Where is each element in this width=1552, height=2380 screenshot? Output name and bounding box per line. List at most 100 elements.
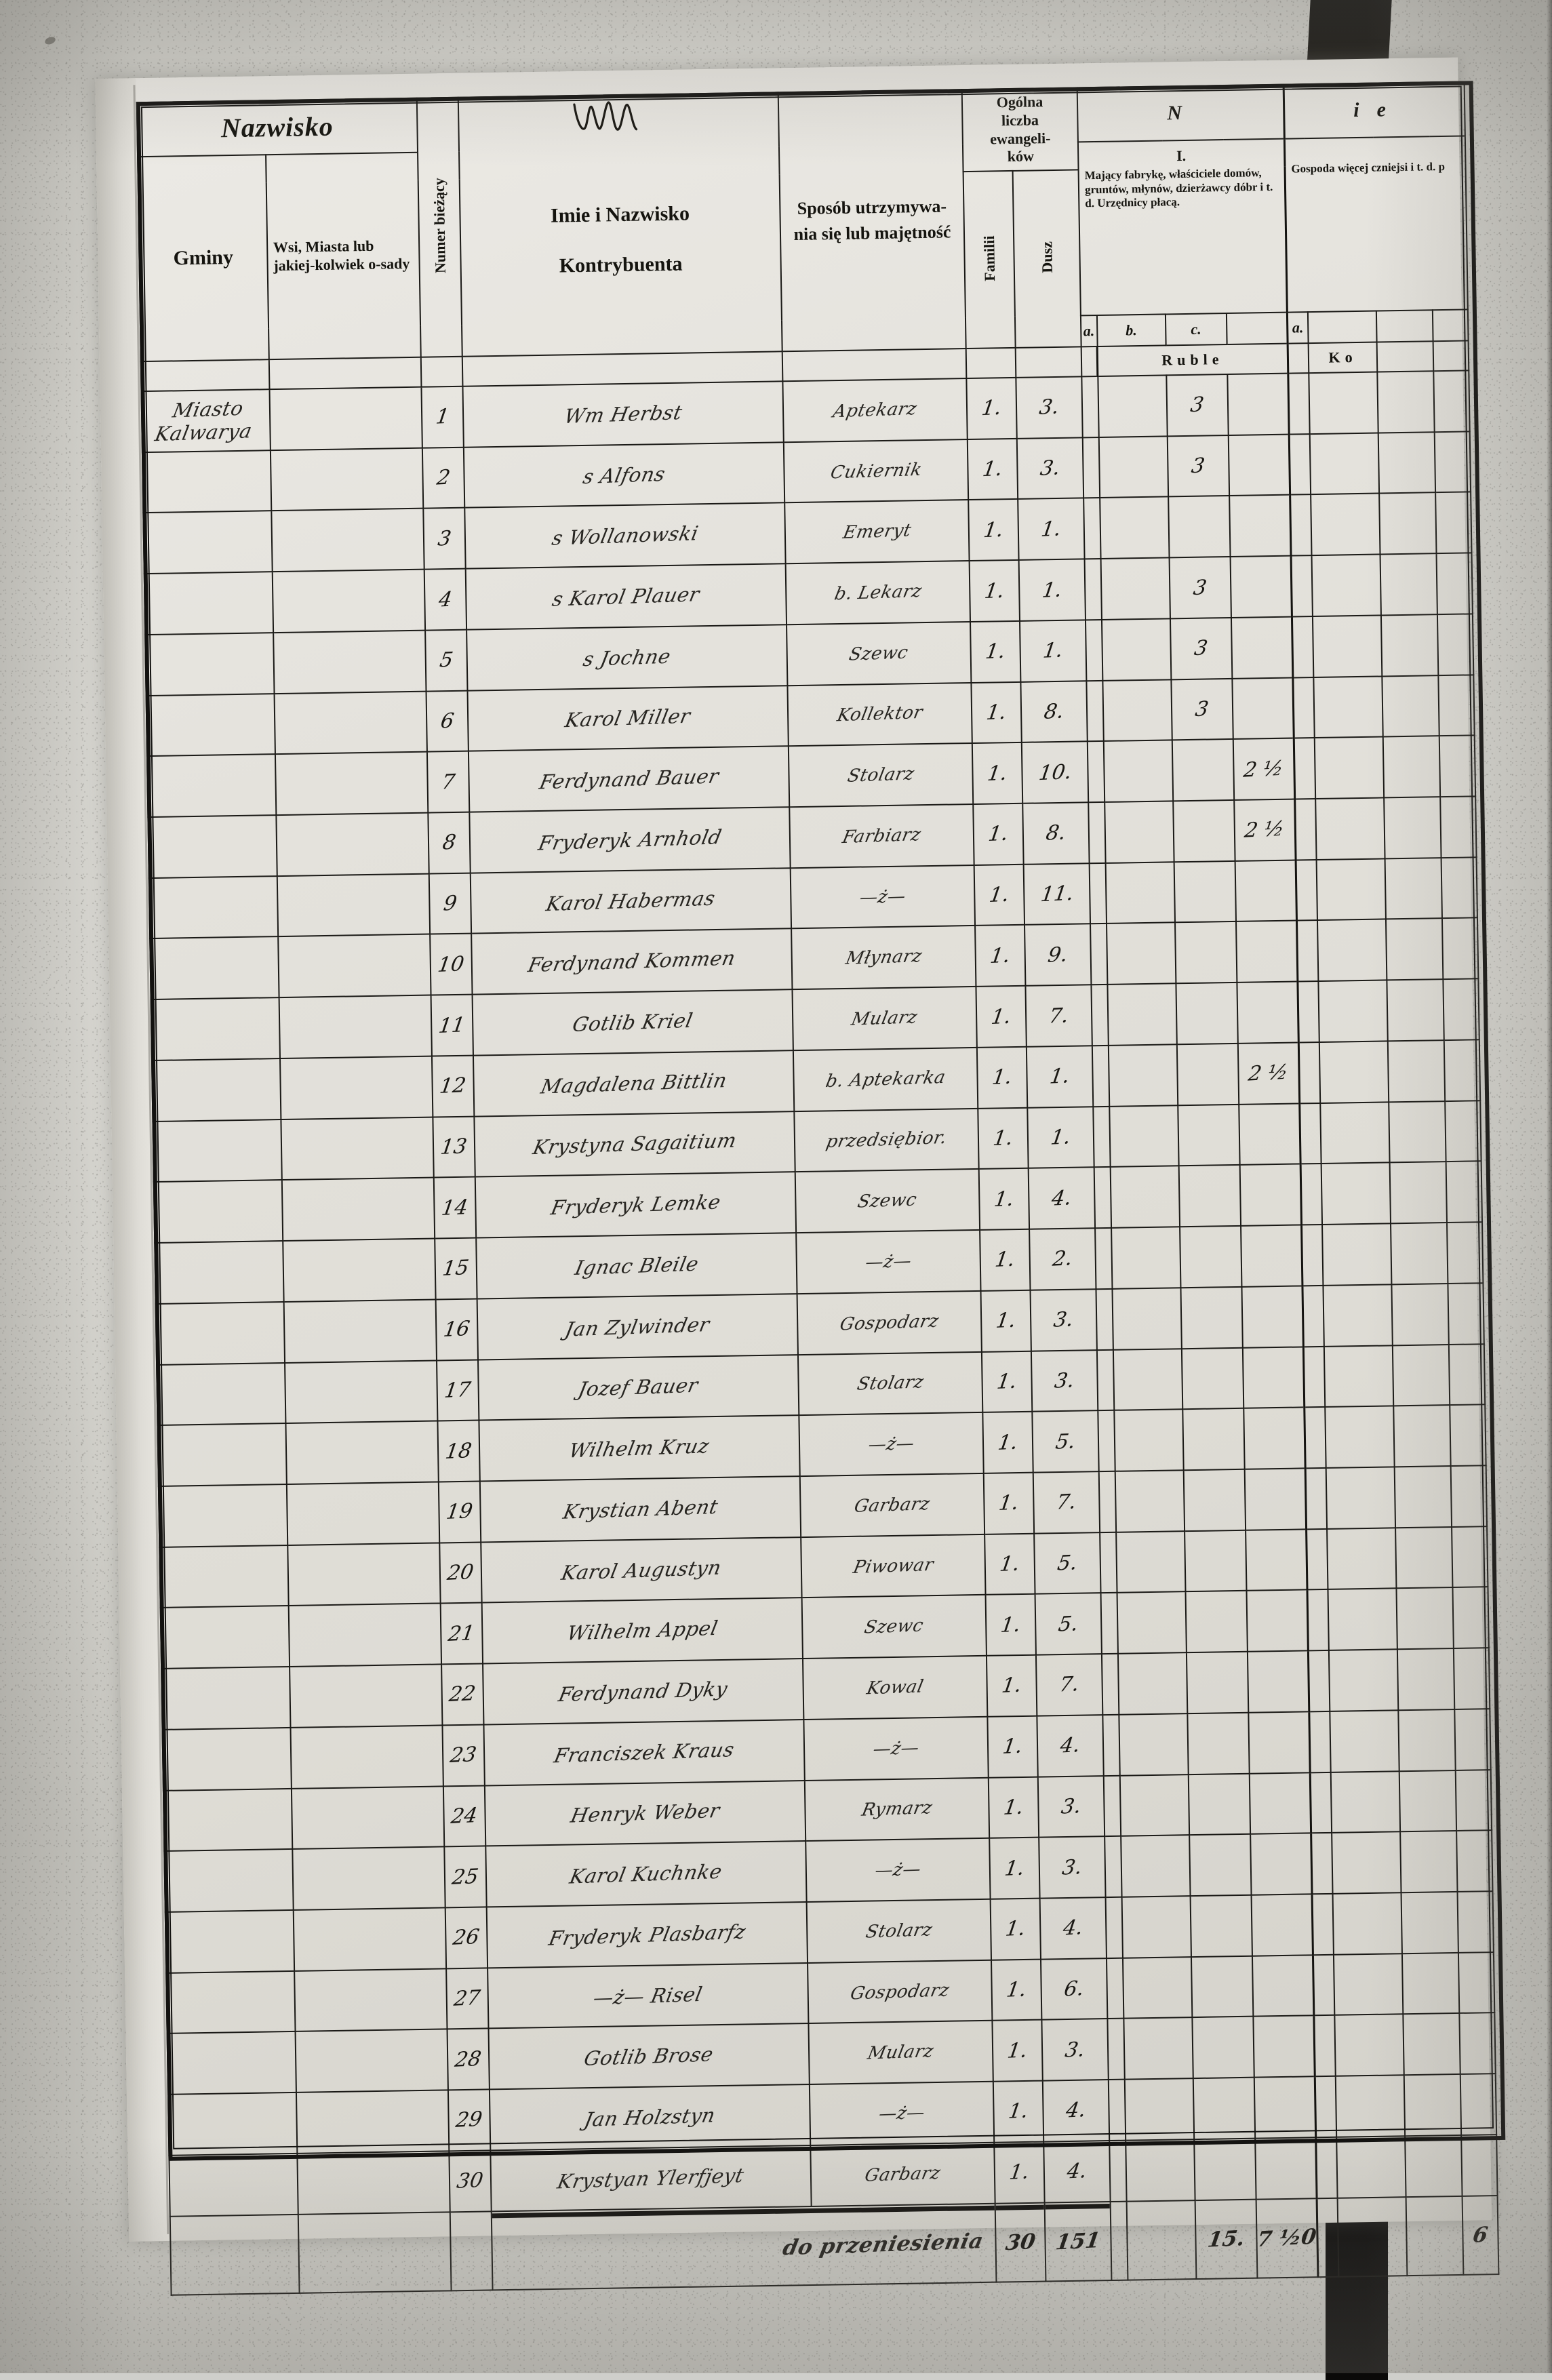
cell-gminy (157, 1362, 286, 1426)
cell-spacer-3 (1384, 797, 1441, 859)
cell-kontrybuent-text: Karol Augustyn (559, 1555, 723, 1585)
letter-i: i (1353, 98, 1377, 122)
cell-gminy (151, 997, 280, 1060)
cell-kontrybuent-text: Karol Miller (563, 705, 693, 732)
cell-gminy (150, 936, 279, 1000)
cell-familii: 1. (990, 1898, 1041, 1960)
cell-dusz: 1. (1018, 559, 1086, 621)
cell-dusz: 4. (1043, 2080, 1110, 2142)
cell-gminy (160, 1606, 290, 1669)
cell-II-a (1313, 676, 1384, 738)
cell-spacer-3 (1399, 1770, 1457, 1832)
cell-I-b (1178, 1165, 1241, 1227)
cell-I-b (1176, 1043, 1239, 1105)
cell-kontrybuent-text: Ferdynand Dyky (557, 1677, 730, 1707)
cell-familii: 1. (980, 1229, 1031, 1291)
cell-spacer-4 (1461, 2134, 1498, 2196)
cell-I-a (1113, 1348, 1183, 1411)
cell-gminy (148, 815, 277, 878)
cell-spacer-3 (1391, 1283, 1449, 1345)
cell-kontrybuent-text: Magdalena Bittlin (538, 1068, 729, 1098)
cell-numer: 4 (424, 568, 467, 631)
cell-familii-text: 1. (989, 943, 1012, 968)
cell-numer-text: 5 (438, 648, 455, 673)
cell-osady (289, 1664, 443, 1728)
header-spacer-u1 (140, 359, 270, 392)
cell-familii-text: 1. (1008, 2160, 1031, 2185)
cell-numer-text: 19 (445, 1499, 475, 1525)
cell-sposob: Piwowar (801, 1534, 986, 1598)
cell-familii-text: 1. (993, 1187, 1016, 1212)
cell-spacer-3 (1401, 1891, 1458, 1953)
cell-sposob-text: Kollektor (835, 702, 925, 726)
cell-spacer-2 (1292, 677, 1315, 738)
cell-dusz: 9. (1024, 924, 1092, 986)
handwritten-scribble-icon (573, 101, 638, 131)
cell-I-a (1107, 983, 1177, 1046)
totals-rule-dusz (1045, 2203, 1110, 2210)
cell-I-b (1174, 921, 1237, 984)
cell-spacer-4 (1457, 1891, 1494, 1953)
cell-I-c (1249, 1772, 1311, 1834)
cell-I-b (1193, 2077, 1255, 2139)
cell-I-b (1194, 2138, 1256, 2200)
cell-kontrybuent: —ż— Risel (488, 1962, 809, 2029)
cell-I-c (1254, 2076, 1316, 2139)
cell-gminy: Miasto Kalwarya (141, 389, 271, 452)
cell-spacer-1 (1096, 1349, 1114, 1411)
register-rows-body: Miasto Kalwarya 1 Wm Herbst Aptekarz 1. 3. 3 2 s… (141, 370, 1498, 2217)
cell-familii: 1. (971, 681, 1022, 744)
cell-spacer-1 (1098, 1410, 1115, 1472)
cell-spacer-2 (1292, 616, 1314, 678)
totals-spacer-1 (1110, 2201, 1128, 2281)
cell-familii: 1. (994, 2141, 1045, 2204)
cell-sposob: Stolarz (806, 1899, 992, 1963)
cell-osady (286, 1482, 440, 1545)
cell-familii-text: 1. (983, 578, 1006, 603)
cell-sposob-text: Szewc (848, 642, 911, 665)
cell-kontrybuent-text: Krystian Abent (561, 1494, 720, 1524)
cell-sposob: b. Lekarz (785, 561, 971, 625)
cell-I-b (1186, 1651, 1248, 1713)
cell-kontrybuent-text: Ferdynand Bauer (537, 764, 721, 794)
cell-familii-text: 1. (1006, 2038, 1029, 2063)
cell-II-a (1326, 1467, 1396, 1529)
cell-familii: 1. (991, 1959, 1042, 2021)
cell-osady (275, 751, 429, 816)
cell-familii: 1. (974, 864, 1025, 926)
cell-spacer-3 (1397, 1648, 1455, 1711)
cell-familii-text: 1. (986, 761, 1010, 786)
cell-numer-text: 21 (447, 1621, 477, 1646)
cell-familii-text: 1. (998, 1551, 1022, 1577)
cell-dusz-text: 4. (1058, 1733, 1082, 1758)
cell-I-b-text: 3 (1193, 697, 1210, 722)
header-group-nazwisko: Nazwisko (136, 98, 418, 157)
cell-familii: 1. (987, 1654, 1037, 1717)
cell-spacer-1 (1100, 1532, 1117, 1593)
cell-osady (274, 691, 427, 755)
cell-I-b: 3 (1171, 678, 1233, 740)
cell-II-a (1324, 1345, 1394, 1408)
cell-numer: 1 (421, 386, 464, 448)
cell-I-b: 3 (1170, 617, 1232, 679)
cell-spacer-4 (1454, 1708, 1491, 1770)
cell-familii-text: 1. (991, 1126, 1015, 1151)
cell-sposob: Aptekarz (782, 378, 968, 443)
cell-kontrybuent: Wilhelm Appel (481, 1598, 803, 1664)
cell-familii: 1. (983, 1472, 1035, 1534)
cell-I-c-text: 2 ½ (1247, 1060, 1290, 1086)
cell-familii: 1. (982, 1411, 1033, 1473)
cell-familii-text: 1. (993, 1247, 1017, 1273)
cell-I-c-text: 2 ½ (1243, 817, 1286, 844)
cell-I-a (1098, 436, 1169, 498)
cell-sposob-text: Garbarz (863, 2162, 942, 2186)
cell-gminy (169, 2153, 298, 2217)
cell-familii: 1. (992, 2020, 1043, 2082)
cell-kontrybuent: Jan Holzstyn (490, 2084, 811, 2151)
cell-spacer-4 (1434, 431, 1471, 493)
cell-II-a (1319, 1041, 1389, 1103)
cell-numer-text: 25 (450, 1864, 481, 1890)
totals-rule-familii (995, 2204, 1045, 2210)
cell-I-a (1106, 922, 1176, 985)
cell-spacer-2 (1301, 1225, 1324, 1286)
